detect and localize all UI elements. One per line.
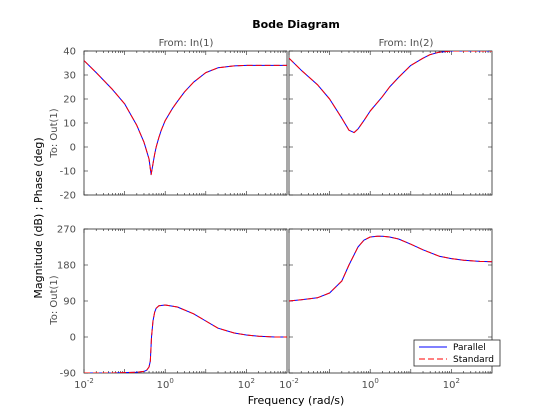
y-tick-label: 20 (63, 95, 76, 106)
x-axis-label: Frequency (rad/s) (248, 394, 345, 407)
y-tick-label: 180 (57, 261, 76, 272)
axes-box (83, 50, 288, 196)
x-tick-label: 10-2 (279, 377, 299, 391)
y-tick-label: -20 (60, 191, 76, 202)
x-tick-label: 100 (157, 377, 174, 391)
axes-r0-c1 (288, 50, 493, 196)
legend-label-standard: Standard (453, 355, 494, 365)
series-line-standard-phase-in2 (289, 235, 492, 302)
y-tick-label: 30 (63, 71, 76, 82)
axes-box (83, 228, 288, 374)
legend: Parallel Standard (413, 339, 501, 367)
y-tick-label: 90 (63, 297, 76, 308)
axes-r1-c0: -90 0 90 180 270 10-2 100 102 (57, 225, 288, 391)
series-line-standard-phase-in1 (84, 304, 287, 373)
y-tick-label: 0 (70, 143, 76, 154)
axes-r1-c1: 10-2 100 102 (279, 228, 493, 391)
column-label-in1: From: In(1) (159, 38, 214, 49)
y-tick-label: 270 (57, 225, 76, 236)
x-tick-label: 102 (238, 377, 255, 391)
chart-title: Bode Diagram (252, 18, 340, 31)
series-line-standard-mag-in1 (84, 60, 287, 176)
x-tick-label: 100 (362, 377, 379, 391)
y-tick-label: -90 (60, 369, 76, 380)
row-label-bottom: To: Out(1) (49, 275, 60, 325)
legend-label-parallel: Parallel (453, 343, 486, 353)
legend-box (413, 339, 501, 367)
y-tick-label: -10 (60, 167, 76, 178)
axes-r0-c0: -20 -10 0 10 20 30 40 (60, 47, 288, 202)
y-tick-label: 40 (63, 47, 76, 58)
y-axis-label: Magnitude (dB) ; Phase (deg) (32, 137, 45, 298)
axes-box (288, 50, 493, 196)
series-line-standard-mag-in2 (289, 51, 492, 134)
y-tick-label: 0 (70, 333, 76, 344)
column-label-in2: From: In(2) (379, 38, 434, 49)
x-tick-label: 102 (443, 377, 460, 391)
x-tick-label: 10-2 (74, 377, 94, 391)
row-label-top: To: Out(1) (49, 108, 60, 158)
y-tick-label: 10 (63, 119, 76, 130)
